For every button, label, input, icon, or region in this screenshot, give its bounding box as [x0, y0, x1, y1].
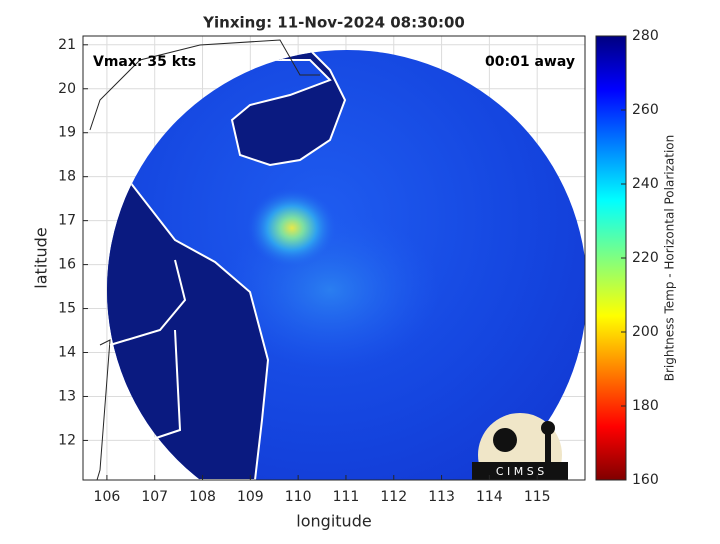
- annotation: 00:01 away: [485, 54, 575, 70]
- y-tick-label: 14: [58, 345, 76, 361]
- x-tick-label: 114: [476, 489, 503, 505]
- y-tick-label: 20: [58, 81, 76, 97]
- y-tick-label: 21: [58, 37, 76, 53]
- y-tick-label: 13: [58, 388, 76, 404]
- logo-text: C I M S S: [496, 465, 544, 478]
- annotation: Vmax: 35 kts: [93, 54, 196, 70]
- y-tick-label: 15: [58, 301, 76, 317]
- y-axis-label: latitude: [32, 227, 51, 288]
- coastline: [89, 39, 320, 131]
- colorbar-tick-label: 220: [632, 250, 659, 266]
- x-tick-label: 113: [428, 489, 455, 505]
- y-tick-label: 19: [58, 125, 76, 141]
- y-tick-label: 17: [58, 213, 76, 229]
- y-tick-label: 12: [58, 432, 76, 448]
- x-tick-label: 112: [380, 489, 407, 505]
- colorbar-tick-label: 160: [632, 472, 659, 488]
- x-tick-label: 109: [237, 489, 264, 505]
- x-tick-label: 115: [524, 489, 551, 505]
- colorbar-tick-label: 240: [632, 176, 659, 192]
- colorbar-tick-label: 180: [632, 398, 659, 414]
- land: [107, 50, 347, 167]
- plot-frame: [82, 35, 586, 481]
- colorbar-label: Brightness Temp - Horizontal Polarizatio…: [663, 135, 677, 382]
- x-tick-label: 111: [333, 489, 360, 505]
- coastline: [96, 339, 111, 480]
- x-tick-label: 107: [141, 489, 168, 505]
- colorbar-tick-label: 260: [632, 102, 659, 118]
- x-tick-label: 108: [189, 489, 216, 505]
- x-axis-label: longitude: [296, 512, 371, 531]
- border: [109, 259, 187, 346]
- logo: C I M S S: [472, 413, 568, 480]
- x-tick-label: 110: [285, 489, 312, 505]
- x-tick-label: 106: [94, 489, 121, 505]
- chart-title: Yinxing: 11-Nov-2024 08:30:00: [202, 14, 465, 32]
- y-tick-label: 16: [58, 257, 76, 273]
- storm-core: [247, 188, 337, 268]
- colorbar-tick-label: 200: [632, 324, 659, 340]
- y-tick-label: 18: [58, 169, 76, 185]
- colorbar-tick-label: 280: [632, 28, 659, 44]
- border: [149, 329, 182, 441]
